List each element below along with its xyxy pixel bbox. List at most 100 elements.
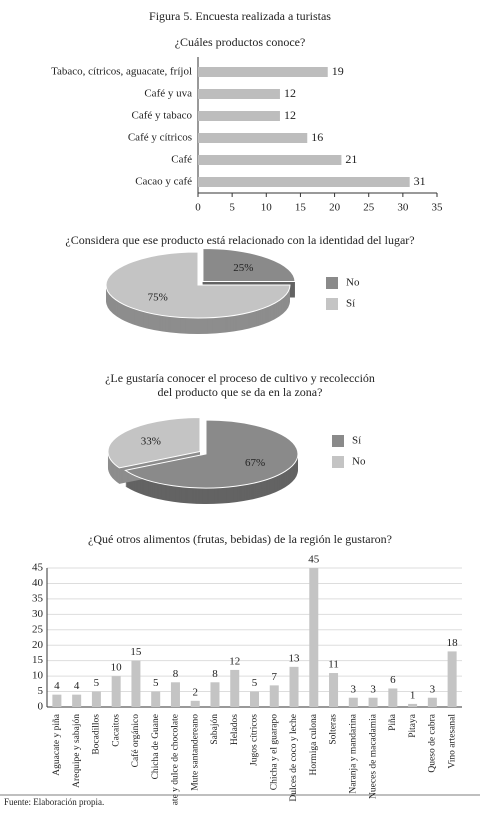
value-label: 5 (94, 677, 100, 689)
bar (198, 89, 280, 99)
bar (250, 691, 259, 707)
x-tick-label: Dulces de coco y leche (289, 714, 299, 802)
bar (111, 676, 121, 707)
bar (198, 133, 308, 143)
value-label: 19 (332, 64, 344, 78)
chart-title: del producto que se da en la zona? (158, 385, 323, 399)
x-tick-label: Naranja y mandarina (348, 713, 358, 793)
value-label: 1 (410, 689, 416, 701)
value-label: 67% (245, 457, 265, 469)
x-tick-label: 30 (397, 202, 409, 214)
bar (131, 660, 141, 707)
bar (447, 651, 457, 707)
x-tick-label: Nueces de macadamia (368, 713, 378, 799)
legend-swatch (332, 435, 344, 447)
bar (198, 67, 328, 77)
value-label: 3 (370, 683, 376, 695)
legend-label: Sí (346, 298, 355, 310)
value-label: 10 (111, 662, 123, 674)
value-label: 11 (328, 659, 339, 671)
value-label: 13 (289, 652, 301, 664)
value-label: 6 (390, 674, 396, 686)
pie-slice (105, 251, 291, 319)
chart-title: ¿Qué otros alimentos (frutas, bebidas) d… (88, 532, 392, 546)
x-tick-label: Solteras (329, 714, 339, 745)
legend-swatch (332, 456, 344, 468)
x-tick-label: Jugos cítricos (250, 714, 260, 766)
y-tick-label: 30 (32, 608, 44, 620)
bar (170, 682, 180, 707)
bar (91, 691, 101, 707)
x-tick-label: 20 (329, 202, 341, 214)
bar (309, 568, 319, 707)
x-tick-label: 0 (195, 202, 201, 214)
y-tick-label: 25 (32, 623, 44, 635)
figure-title: Figura 5. Encuesta realizada a turistas (149, 9, 331, 23)
chart-title: ¿Le gustaría conocer el proceso de culti… (105, 371, 375, 385)
value-label: 12 (284, 108, 296, 122)
value-label: 2 (192, 686, 198, 698)
y-tick-label: 10 (32, 670, 44, 682)
x-tick-label: Aguacate y piña (52, 713, 62, 776)
legend-swatch (326, 277, 338, 289)
x-tick-label: Vino artesanal (447, 714, 457, 769)
value-label: 3 (351, 683, 357, 695)
legend-label: No (346, 277, 360, 289)
value-label: 18 (447, 637, 459, 649)
y-tick-label: 15 (32, 654, 44, 666)
value-label: 4 (54, 680, 60, 692)
x-tick-label: Chicha de Guane (151, 714, 161, 779)
x-tick-label: 15 (295, 202, 307, 214)
value-label: 31 (414, 174, 426, 188)
y-tick-label: 35 (32, 592, 44, 604)
value-label: 45 (308, 554, 320, 566)
bar (52, 694, 62, 707)
bar (388, 688, 398, 707)
value-label: 4 (74, 680, 80, 692)
category-label: Café y uva (144, 88, 192, 100)
x-tick-label: Chicha y el guarapo (269, 714, 279, 790)
pie-slice (202, 248, 296, 283)
bar (198, 111, 280, 121)
x-tick-label: 10 (261, 202, 273, 214)
value-label: 21 (345, 152, 357, 166)
bar (72, 694, 82, 707)
category-label: Cacao y café (135, 176, 192, 188)
bar (269, 685, 279, 707)
bar (348, 697, 358, 707)
bar (329, 673, 339, 707)
category-label: Tabaco, cítricos, aguacate, fríjol (51, 66, 192, 78)
bar (427, 697, 437, 707)
y-tick-label: 20 (32, 639, 44, 651)
value-label: 5 (153, 677, 159, 689)
value-label: 33% (141, 436, 161, 448)
value-label: 16 (311, 130, 323, 144)
value-label: 3 (430, 683, 436, 695)
x-tick-label: Hormiga culona (309, 713, 319, 775)
category-label: Café y cítricos (128, 132, 192, 144)
legend-label: Sí (352, 435, 361, 447)
bar (210, 682, 220, 707)
category-label: Café y tabaco (132, 110, 193, 122)
x-tick-label: ate y dulce de chocolate (171, 714, 181, 805)
value-label: 12 (284, 86, 296, 100)
bar (230, 669, 240, 707)
x-tick-label: Cacaitos (111, 714, 121, 747)
chart-title: ¿Considera que ese producto está relacio… (65, 233, 414, 247)
x-tick-label: Piña (388, 713, 398, 731)
value-label: 8 (212, 668, 218, 680)
y-tick-label: 45 (32, 562, 44, 574)
x-tick-label: Café orgánico (130, 714, 141, 768)
bar (198, 177, 410, 187)
legend-swatch (326, 298, 338, 310)
bar (289, 666, 299, 707)
chart-title: ¿Cuáles productos conoce? (175, 35, 306, 49)
value-label: 7 (272, 671, 278, 683)
x-tick-label: 5 (229, 202, 235, 214)
y-tick-label: 5 (38, 685, 44, 697)
bar (368, 697, 378, 707)
y-tick-label: 40 (32, 577, 44, 589)
bar (151, 691, 161, 707)
bar (190, 700, 200, 707)
